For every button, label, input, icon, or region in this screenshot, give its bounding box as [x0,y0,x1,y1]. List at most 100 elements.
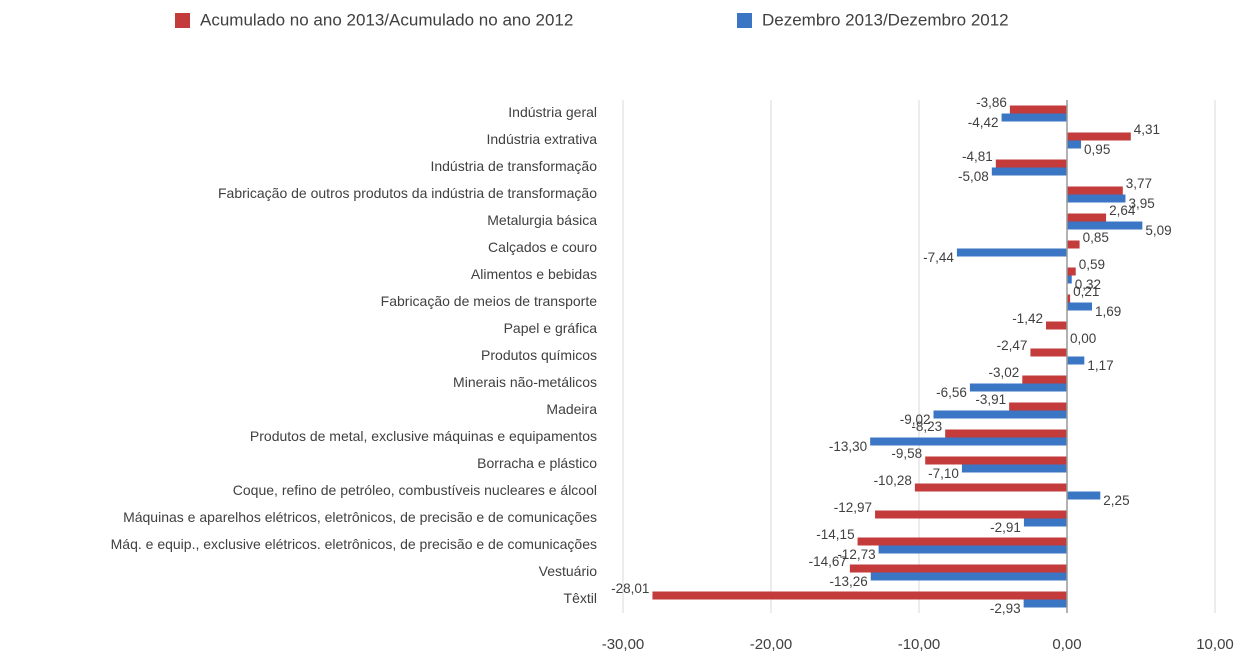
category-label: Têxtil [564,590,597,606]
category-label: Indústria geral [508,104,597,120]
bar [945,429,1067,438]
bar [1067,275,1072,284]
bar [1067,491,1101,500]
bar [1023,599,1067,608]
bar [961,464,1067,473]
value-label: -3,91 [975,392,1006,407]
value-label: -10,28 [874,473,912,488]
bar [870,437,1067,446]
x-tick-label: -10,00 [898,636,941,653]
category-label: Fabricação de meios de transporte [381,293,598,309]
bar [969,383,1067,392]
legend-swatch [175,13,190,28]
value-label: -2,91 [990,520,1021,535]
bar [870,572,1067,581]
value-label: -3,86 [976,95,1007,110]
value-label: -1,42 [1012,311,1043,326]
bar [914,483,1067,492]
category-label: Máquinas e aparelhos elétricos, eletrôni… [123,509,597,525]
value-label: -28,01 [611,581,649,596]
x-tick-label: -30,00 [602,636,645,653]
value-label: -14,67 [809,554,847,569]
legend-label: Dezembro 2013/Dezembro 2012 [762,10,1009,29]
value-label: 0,59 [1079,257,1105,272]
category-label: Produtos químicos [481,347,597,363]
value-label: -9,58 [891,446,922,461]
x-tick-label: -20,00 [750,636,793,653]
category-label: Máq. e equip., exclusive elétricos. elet… [111,536,597,552]
bar [1009,402,1067,411]
value-label: -8,23 [911,419,942,434]
value-label: 3,77 [1126,176,1152,191]
category-label: Metalurgia básica [487,212,597,228]
value-label: -4,81 [962,149,993,164]
category-label: Papel e gráfica [504,320,598,336]
category-label: Indústria de transformação [430,158,597,174]
value-label: 3,95 [1128,196,1154,211]
category-label: Minerais não-metálicos [453,374,597,390]
value-label: 0,00 [1070,331,1096,346]
bar [1030,348,1067,357]
bar [878,545,1067,554]
value-label: -5,08 [958,169,989,184]
value-label: -13,30 [829,439,867,454]
bar [991,167,1067,176]
category-label: Calçados e couro [488,239,597,255]
value-label: -12,97 [834,500,872,515]
value-label: -13,26 [829,574,867,589]
bar [1067,140,1082,149]
value-label: -6,56 [936,385,967,400]
category-label: Madeira [546,401,597,417]
value-label: -7,10 [928,466,959,481]
value-label: 2,64 [1109,203,1136,218]
bar [1067,356,1085,365]
legend-label: Acumulado no ano 2013/Acumulado no ano 2… [200,10,573,29]
bar [925,456,1067,465]
value-label: 1,69 [1095,304,1121,319]
value-label: -14,15 [816,527,854,542]
bar [1022,375,1067,384]
bar [1067,132,1131,141]
value-label: -3,02 [989,365,1020,380]
value-label: -2,47 [997,338,1028,353]
bar [1067,302,1093,311]
value-label: 2,25 [1103,493,1129,508]
value-label: 0,85 [1083,230,1109,245]
bar [1067,213,1107,222]
x-tick-label: 0,00 [1052,636,1081,653]
x-tick-label: 10,00 [1196,636,1234,653]
bar [857,537,1067,546]
bar [1023,518,1067,527]
bar [956,248,1067,257]
category-label: Fabricação de outros produtos da indústr… [218,185,597,201]
category-label: Coque, refino de petróleo, combustíveis … [233,482,597,498]
value-label: 0,32 [1075,277,1101,292]
value-label: -7,44 [923,250,954,265]
bar [995,159,1067,168]
value-label: -4,42 [968,115,999,130]
bar [1067,221,1143,230]
bar [1067,186,1123,195]
category-label: Vestuário [539,563,598,579]
value-label: 4,31 [1134,122,1160,137]
category-label: Produtos de metal, exclusive máquinas e … [250,428,597,444]
legend-swatch [737,13,752,28]
value-label: -2,93 [990,601,1021,616]
bar [652,591,1067,600]
bar [1009,105,1067,114]
bar [1067,294,1071,303]
bar [849,564,1067,573]
value-label: 0,21 [1073,284,1099,299]
category-label: Alimentos e bebidas [471,266,597,282]
value-label: 0,95 [1084,142,1110,157]
value-label: 1,17 [1087,358,1113,373]
category-label: Borracha e plástico [477,455,597,471]
value-label: 5,09 [1145,223,1171,238]
bar [933,410,1067,419]
value-label: -9,02 [900,412,931,427]
bar [1001,113,1067,122]
bar [1067,194,1126,203]
category-label: Indústria extrativa [487,131,598,147]
